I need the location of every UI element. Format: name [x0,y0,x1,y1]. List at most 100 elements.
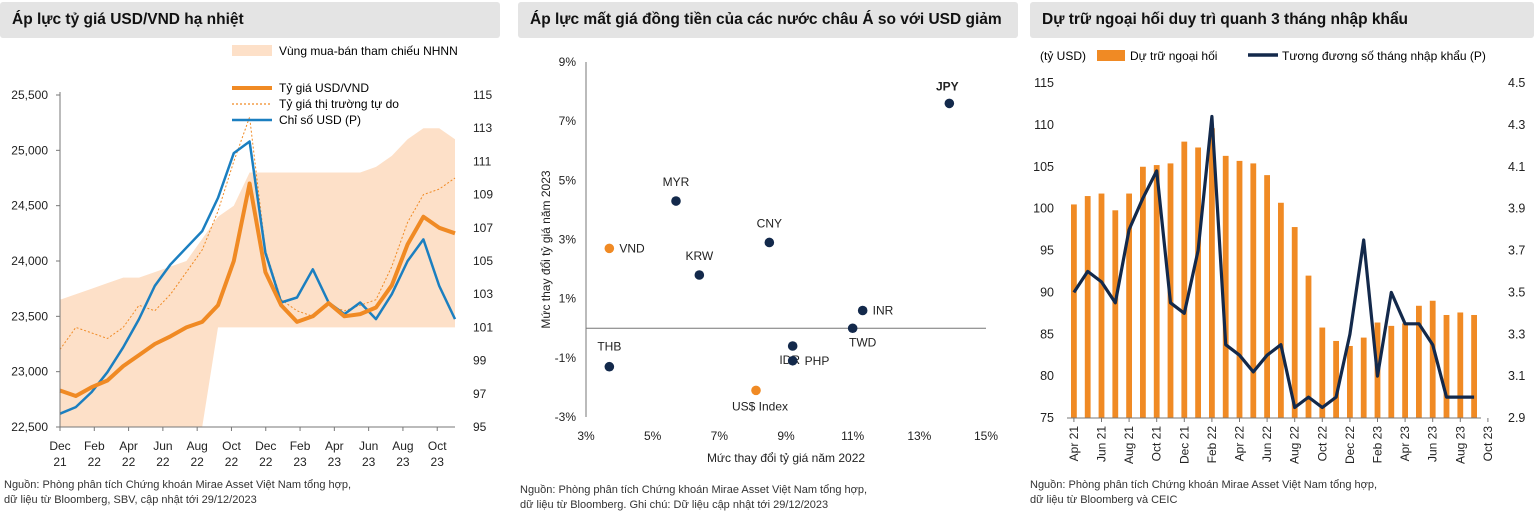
legend-label-freemarket: Tỷ giá thị trường tự do [279,97,399,111]
x-tick-label: Aug 23 [392,439,413,469]
bar-reserves [1181,141,1188,418]
x-tick-label: Apr 21 [1067,426,1081,462]
legend-label-band: Vùng mua-bán tham chiếu NHNN [279,44,458,58]
scatter-point [671,196,681,206]
y-tick-label-right: 4.3 [1508,118,1525,132]
y-tick-label: 5% [559,173,577,187]
x-tick-label: Oct 22 [1315,426,1329,462]
scatter-point [944,98,955,109]
bar-reserves [1209,128,1215,418]
y-tick-label-left: 23,000 [11,365,48,379]
bar-reserves [1457,312,1464,418]
bar-reserves [1126,193,1132,418]
y-tick-label: 7% [559,114,577,128]
bar-reserves [1236,160,1243,418]
bar-reserves [1291,227,1298,418]
source-line: dữ liệu từ Bloomberg, SBV, cập nhật tới … [4,494,257,506]
x-tick-label: Jun 22 [153,439,172,469]
y-tick-label-left: 75 [1040,411,1054,425]
y-tick-label-right: 105 [473,254,493,268]
point-label: INR [873,304,894,318]
scatter-point [787,355,798,366]
y-tick-label-right: 3.9 [1508,202,1525,216]
legend-swatch-band [232,45,272,56]
source-line: dữ liệu từ Bloomberg. Ghi chú: Dữ liệu c… [520,499,829,511]
bar-reserves [1112,210,1119,418]
y-tick-label-right: 95 [473,420,487,434]
source-line: dữ liệu từ Bloomberg và CEIC [1030,494,1178,506]
y-tick-label-left: 100 [1033,202,1054,216]
scatter-point [787,341,798,351]
x-tick-label: Feb 23 [1371,426,1385,464]
bar-reserves [1333,340,1339,418]
x-tick-label: Dec 21 [1177,426,1191,464]
x-tick-label: Jun 22 [1260,426,1274,462]
source-note-2: Nguồn: Phòng phân tích Chứng khoán Mirae… [520,483,867,513]
bar-reserves [1319,327,1326,418]
source-line: Nguồn: Phòng phân tích Chứng khoán Mirae… [520,484,868,496]
bar-reserves [1305,275,1312,418]
y-tick-label-right: 111 [473,154,492,168]
y-tick-label-right: 3.7 [1508,244,1525,258]
y-tick-label-right: 113 [473,121,492,135]
bar-reserves [1084,196,1091,418]
x-tick-label: Apr 23 [325,439,344,469]
y-tick-label: 3% [559,233,577,247]
y-tick-label-right: 4.5 [1508,76,1525,90]
x-tick-label: Oct 22 [222,439,241,469]
x-tick-label: Aug 23 [1453,426,1467,464]
x-tick-label: Dec 21 [49,439,70,469]
bar-reserves [1195,147,1201,419]
bar-reserves [1360,337,1367,418]
scatter-point [604,243,615,254]
point-label: KRW [685,249,713,263]
y-axis-title: Mức thay đổi tỷ giá năm 2023 [539,170,553,328]
point-label: PHP [805,354,830,368]
y-tick-label-left: 24,500 [11,199,48,213]
legend-label-usdvnd: Tỷ giá USD/VND [279,81,369,95]
panel-title-usdvnd: Áp lực tỷ giá USD/VND hạ nhiệt [0,2,500,38]
source-note-1: Nguồn: Phòng phân tích Chứng khoán Mirae… [4,478,351,508]
y-tick-label-right: 103 [473,287,493,301]
y-tick-label-left: 95 [1040,244,1054,258]
x-tick-label: Dec 22 [255,439,276,469]
chart-reserves: (tỷ USD) Dự trữ ngoại hối Tương đương số… [1033,49,1525,464]
y-tick-label: -1% [555,351,577,365]
legend-label-import-months: Tương đương số tháng nhập khẩu (P) [1282,49,1486,63]
panel-asia-fx: Áp lực mất giá đồng tiền của các nước ch… [518,0,1018,515]
series-area-band [60,128,455,427]
point-label: CNY [757,216,782,230]
y-tick-label-right: 115 [473,88,492,102]
y-tick-label-right: 107 [473,221,493,235]
scatter-point [604,361,615,372]
scatter-point [751,385,761,396]
scatter-point [857,305,868,316]
bar-reserves [1098,193,1105,418]
y-tick-label-right: 2.9 [1508,411,1525,425]
bar-reserves [1140,166,1146,418]
bar-reserves [1347,345,1353,418]
legend-swatch-reserves [1097,50,1125,61]
y-tick-label-left: 85 [1040,327,1054,341]
x-tick-label: Jun 23 [1426,426,1440,462]
x-tick-label: Apr 22 [119,439,138,469]
source-line: Nguồn: Phòng phân tích Chứng khoán Mirae… [1030,479,1378,491]
scatter-point [847,323,858,334]
bar-reserves [1222,155,1229,419]
y-tick-label-right: 4.1 [1508,160,1525,174]
series-line-2 [59,140,457,415]
x-tick-label: 3% [577,429,595,443]
y-tick-label-left: 22,500 [11,420,48,434]
x-tick-label: Jun 21 [1095,426,1109,462]
x-tick-label: Apr 22 [1233,426,1247,462]
bar-reserves [1402,323,1408,418]
y-tick-label-right: 3.3 [1508,327,1525,341]
bar-reserves [1153,165,1160,418]
y-tick-label-left: 25,500 [11,88,48,102]
panel-title-asia-fx: Áp lực mất giá đồng tiền của các nước ch… [518,2,1018,38]
x-tick-label: 11% [841,429,864,443]
bar-reserves [1278,202,1284,418]
x-tick-label: Feb 22 [84,439,105,469]
x-tick-label: 15% [974,429,998,443]
bar-reserves [1264,175,1270,418]
